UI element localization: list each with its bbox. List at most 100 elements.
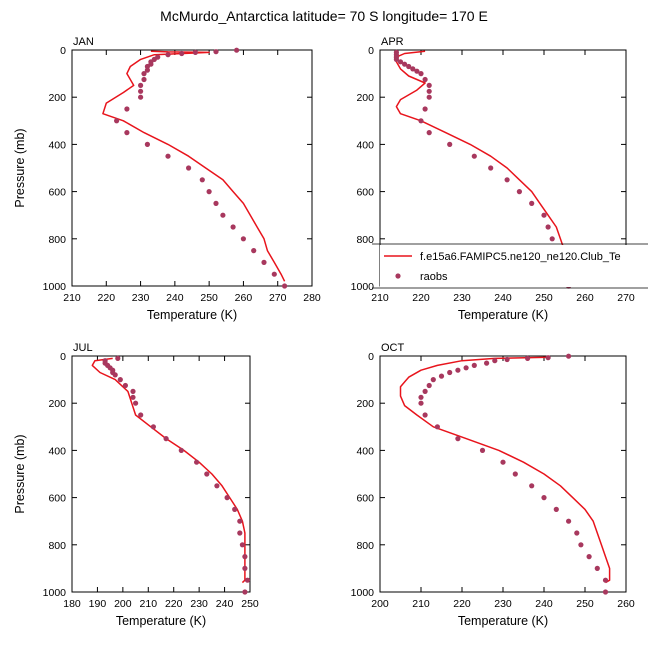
jul-raobs-point bbox=[138, 412, 144, 418]
jan-y-tick-label: 600 bbox=[48, 187, 66, 199]
jan-raobs-point bbox=[138, 88, 144, 94]
oct-raobs-point bbox=[602, 589, 609, 595]
jan-raobs-point bbox=[234, 47, 240, 53]
oct-y-tick-label: 1000 bbox=[351, 587, 375, 599]
jan-y-tick-label: 800 bbox=[48, 234, 66, 246]
jul-raobs-point bbox=[163, 436, 169, 442]
apr-raobs-point bbox=[488, 165, 494, 171]
jul-x-tick-label: 210 bbox=[140, 598, 158, 610]
oct-raobs-point bbox=[418, 394, 424, 400]
apr-raobs-point bbox=[541, 212, 547, 218]
apr-raobs-point bbox=[426, 82, 432, 88]
jul-x-tick-label: 220 bbox=[165, 598, 183, 610]
jan-raobs-point bbox=[144, 63, 150, 70]
apr-model-line bbox=[395, 50, 598, 278]
oct-raobs-point bbox=[566, 518, 572, 524]
jan-raobs-point bbox=[271, 271, 277, 277]
apr-x-axis-label: Temperature (K) bbox=[458, 308, 548, 322]
jan-raobs-point bbox=[138, 82, 144, 88]
jul-y-axis-label: Pressure (mb) bbox=[13, 434, 27, 513]
figure-title: McMurdo_Antarctica latitude= 70 S longit… bbox=[160, 8, 488, 24]
apr-x-tick-label: 250 bbox=[535, 292, 553, 304]
jul-y-tick-label: 0 bbox=[60, 351, 66, 363]
oct-y-tick-label: 600 bbox=[356, 493, 374, 505]
oct-raobs-point bbox=[545, 355, 551, 361]
oct-x-tick-label: 260 bbox=[617, 598, 635, 610]
jan-raobs-point bbox=[179, 50, 185, 57]
jul-x-tick-label: 190 bbox=[89, 598, 107, 610]
jan-x-tick-label: 250 bbox=[200, 292, 218, 304]
jul-raobs-point bbox=[117, 377, 123, 383]
jul-raobs-point bbox=[214, 483, 220, 489]
jan-raobs-point bbox=[144, 141, 150, 147]
legend-model-label: f.e15a6.FAMIPC5.ne120_ne120.Club_Te bbox=[420, 251, 621, 263]
oct-raobs-point bbox=[484, 360, 490, 366]
oct-x-tick-label: 240 bbox=[535, 598, 553, 610]
apr-raobs-point bbox=[393, 56, 399, 63]
oct-raobs-point bbox=[438, 373, 445, 379]
jul-model-line bbox=[91, 357, 246, 584]
oct-x-axis-label: Temperature (K) bbox=[458, 614, 548, 628]
jan-raobs-point bbox=[213, 49, 219, 55]
jan-x-tick-label: 220 bbox=[98, 292, 116, 304]
jan-raobs-point bbox=[213, 200, 219, 206]
jul-raobs-point bbox=[133, 400, 139, 406]
jan-raobs-point bbox=[199, 177, 205, 183]
oct-raobs-point bbox=[430, 377, 436, 383]
oct-raobs-point bbox=[434, 424, 440, 430]
apr-raobs-point bbox=[410, 66, 416, 72]
jul-raobs-point bbox=[112, 372, 118, 378]
jan-x-tick-label: 270 bbox=[269, 292, 287, 304]
apr-y-tick-label: 1000 bbox=[351, 281, 375, 293]
jan-raobs-point bbox=[124, 130, 130, 136]
apr-raobs-point bbox=[422, 106, 428, 112]
jan-y-tick-label: 400 bbox=[48, 139, 66, 151]
apr-y-tick-label: 0 bbox=[368, 45, 374, 57]
oct-raobs-point bbox=[578, 542, 584, 548]
oct-y-tick-label: 0 bbox=[368, 351, 374, 363]
oct-raobs-point bbox=[541, 495, 547, 501]
jul-raobs-point bbox=[122, 382, 128, 389]
legend-background bbox=[380, 245, 648, 287]
oct-raobs-point bbox=[492, 358, 498, 364]
legend-raobs-swatch bbox=[395, 273, 401, 279]
apr-y-tick-label: 800 bbox=[356, 234, 374, 246]
apr-raobs-point bbox=[545, 224, 551, 230]
jan-raobs-point bbox=[240, 236, 246, 242]
jan-raobs-point bbox=[230, 224, 236, 230]
apr-raobs-point bbox=[447, 141, 453, 147]
apr-raobs-point bbox=[549, 236, 555, 242]
jul-x-tick-label: 180 bbox=[63, 598, 81, 610]
jan-model-line bbox=[102, 50, 286, 282]
oct-raobs-point bbox=[504, 356, 510, 363]
jan-x-tick-label: 230 bbox=[132, 292, 150, 304]
jul-raobs-point bbox=[242, 589, 248, 595]
jan-raobs-point bbox=[206, 189, 212, 195]
oct-raobs-point bbox=[594, 565, 600, 572]
jan-x-axis-label: Temperature (K) bbox=[147, 308, 237, 322]
apr-raobs-point bbox=[406, 63, 412, 70]
apr-raobs-point bbox=[426, 130, 432, 136]
legend-raobs-label: raobs bbox=[420, 271, 448, 283]
jul-x-tick-label: 250 bbox=[241, 598, 259, 610]
oct-raobs-point bbox=[525, 355, 531, 361]
apr-raobs-point bbox=[504, 177, 510, 183]
oct-raobs-point bbox=[602, 577, 609, 583]
apr-y-tick-label: 200 bbox=[356, 92, 374, 104]
jan-y-tick-label: 200 bbox=[48, 92, 66, 104]
oct-x-tick-label: 250 bbox=[576, 598, 594, 610]
apr-raobs-point bbox=[418, 118, 424, 124]
jan-panel-label: JAN bbox=[73, 36, 94, 48]
jan-raobs-point bbox=[220, 212, 226, 218]
jul-x-tick-label: 230 bbox=[190, 598, 208, 610]
jan-raobs-point bbox=[124, 106, 130, 112]
oct-model-line bbox=[399, 356, 611, 584]
apr-x-tick-label: 210 bbox=[371, 292, 389, 304]
oct-raobs-point bbox=[471, 362, 477, 368]
jul-raobs-point bbox=[204, 471, 210, 477]
jul-raobs-point bbox=[242, 565, 248, 572]
apr-panel-label: APR bbox=[381, 36, 404, 48]
oct-raobs-point bbox=[463, 365, 469, 371]
jul-raobs-point bbox=[115, 355, 121, 361]
